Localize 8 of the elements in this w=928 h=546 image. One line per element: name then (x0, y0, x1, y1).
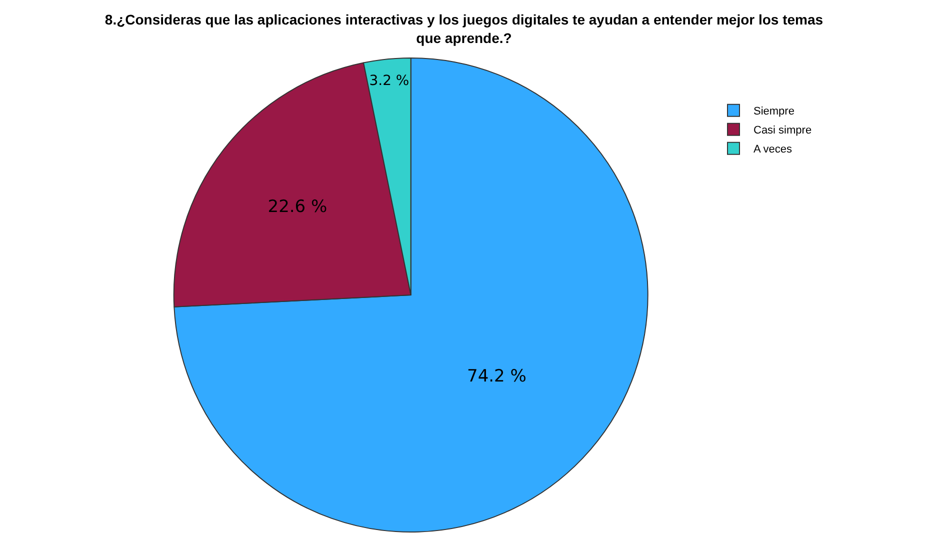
legend-label: Siempre (754, 106, 794, 118)
data-label: 3.2 % (369, 72, 410, 89)
pie-slice (174, 58, 648, 532)
legend-label: A veces (754, 144, 793, 156)
data-label: 74.2 % (467, 366, 526, 387)
legend-label: Casi simpre (754, 124, 812, 137)
chart-title: 8.¿Consideras que las aplicaciones interactivas y los juegos digitales te ayudan a entender mejor los temas que aprende.? (104, 12, 824, 46)
data-label: 22.6 % (268, 197, 328, 218)
